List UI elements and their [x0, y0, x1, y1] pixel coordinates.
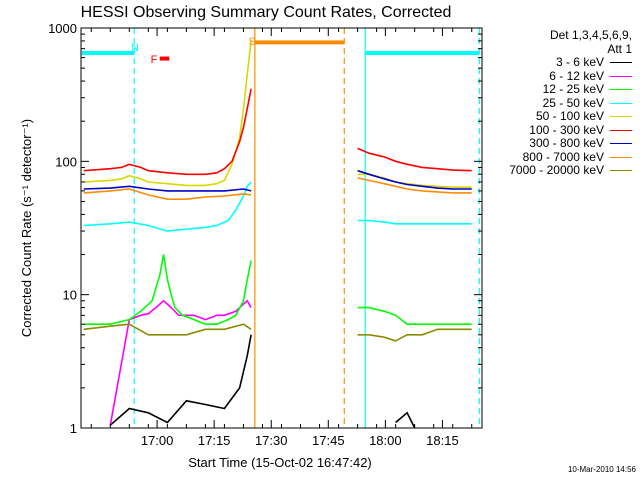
legend-label: 25 - 50 keV — [542, 95, 604, 110]
marker-n: N — [131, 42, 139, 54]
y-tick-label: 100 — [55, 154, 77, 169]
plot-frame — [80, 27, 483, 429]
marker-s: S — [249, 36, 256, 48]
series-line — [83, 88, 252, 176]
x-tick-label: 17:30 — [255, 433, 288, 448]
generation-timestamp: 10-Mar-2010 14:56 — [567, 465, 636, 474]
series-group — [83, 40, 472, 429]
legend-entry: 3 - 6 keV — [509, 55, 632, 70]
series-line — [357, 177, 472, 194]
legend-label: 800 - 7000 keV — [522, 149, 604, 164]
x-axis-label: Start Time (15-Oct-02 16:47:42) — [188, 455, 372, 470]
legend-entry: 50 - 100 keV — [509, 109, 632, 124]
chart-title: HESSI Observing Summary Count Rates, Cor… — [81, 4, 452, 21]
legend-label: 3 - 6 keV — [555, 55, 604, 69]
y-tick-label: 1000 — [48, 21, 77, 36]
legend-label: 7000 - 20000 keV — [509, 163, 604, 177]
legend-swatch — [610, 62, 632, 64]
series-line — [395, 411, 416, 429]
series-line — [357, 147, 472, 172]
series-line — [357, 169, 472, 190]
series-line — [83, 188, 252, 200]
x-tick-label: 17:45 — [312, 433, 345, 448]
series-line — [357, 219, 472, 225]
marker-f: F — [151, 54, 158, 66]
legend-header-line-1: Det 1,3,4,5,6,9, — [549, 28, 632, 42]
legend-label: 6 - 12 keV — [549, 68, 604, 83]
legend-swatch — [610, 170, 632, 172]
legend: Det 1,3,4,5,6,9, Att 1 3 - 6 keV 6 - 12 k… — [509, 28, 632, 178]
legend-swatch — [610, 89, 632, 91]
legend-swatch — [610, 129, 632, 131]
x-tick-label: 18:15 — [426, 433, 459, 448]
x-tick-label: 17:00 — [141, 433, 174, 448]
series-line — [357, 306, 472, 326]
legend-entries: 3 - 6 keV 6 - 12 keV 12 - 25 keV 25 - 50 ke… — [509, 55, 632, 178]
legend-header-line-2: Att 1 — [607, 42, 632, 56]
legend-label: 12 - 25 keV — [542, 82, 604, 96]
series-line — [109, 334, 252, 426]
y-axis: 1 10 100 1000 — [48, 21, 482, 436]
x-tick-label: 17:15 — [198, 433, 231, 448]
legend-entry: 100 - 300 keV — [509, 122, 632, 138]
series-line — [83, 40, 252, 187]
legend-swatch — [610, 143, 632, 145]
series-line — [83, 254, 252, 326]
legend-label: 300 - 800 keV — [529, 136, 604, 150]
legend-entry: 12 - 25 keV — [509, 82, 632, 97]
series-line — [83, 323, 252, 336]
legend-label: 100 - 300 keV — [529, 122, 604, 137]
legend-swatch — [610, 102, 632, 104]
series-line — [357, 328, 472, 342]
legend-entry: 6 - 12 keV — [509, 68, 632, 84]
legend-entry: 300 - 800 keV — [509, 136, 632, 151]
bars-group — [81, 40, 480, 61]
x-axis: 17:00 17:15 17:30 17:45 18:00 18:15 — [90, 28, 473, 448]
legend-entry: 25 - 50 keV — [509, 95, 632, 111]
legend-swatch — [610, 156, 632, 158]
legend-entry: 800 - 7000 keV — [509, 149, 632, 165]
y-tick-label: 10 — [63, 288, 77, 303]
legend-label: 50 - 100 keV — [535, 109, 604, 123]
y-tick-label: 1 — [70, 421, 77, 436]
legend-entry: 7000 - 20000 keV — [509, 163, 632, 178]
x-tick-label: 18:00 — [369, 433, 402, 448]
series-line — [83, 181, 252, 232]
legend-swatch — [610, 116, 632, 118]
y-axis-label: Corrected Count Rate (s⁻¹ detector⁻¹) — [19, 119, 34, 337]
legend-swatch — [610, 75, 632, 77]
series-line — [83, 185, 252, 192]
markers-group: NF S — [131, 36, 256, 66]
vlines-group — [133, 28, 480, 428]
